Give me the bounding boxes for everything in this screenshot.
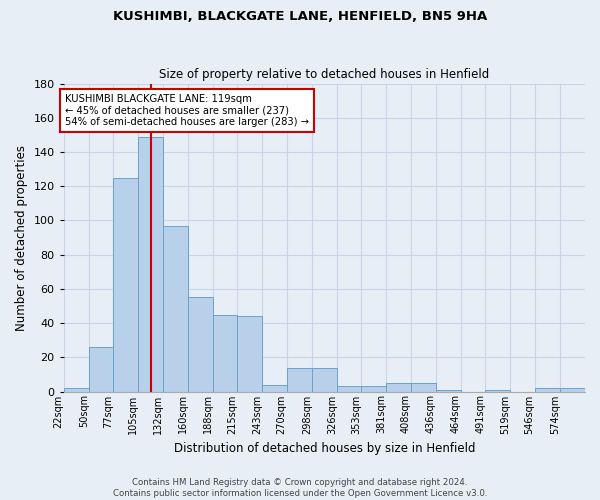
Text: KUSHIMBI, BLACKGATE LANE, HENFIELD, BN5 9HA: KUSHIMBI, BLACKGATE LANE, HENFIELD, BN5 … [113,10,487,23]
Bar [337,386,361,392]
Bar [410,383,436,392]
Bar [139,136,163,392]
Bar [237,316,262,392]
Bar [64,388,89,392]
Bar [188,298,213,392]
Bar [386,383,410,392]
Bar [262,384,287,392]
Text: Contains HM Land Registry data © Crown copyright and database right 2024.
Contai: Contains HM Land Registry data © Crown c… [113,478,487,498]
Bar [312,368,337,392]
Bar [113,178,139,392]
Text: KUSHIMBI BLACKGATE LANE: 119sqm
← 45% of detached houses are smaller (237)
54% o: KUSHIMBI BLACKGATE LANE: 119sqm ← 45% of… [65,94,308,127]
Bar [361,386,386,392]
Bar [89,347,113,392]
Bar [163,226,188,392]
Title: Size of property relative to detached houses in Henfield: Size of property relative to detached ho… [159,68,490,81]
Bar [485,390,511,392]
Bar [535,388,560,392]
Bar [560,388,585,392]
X-axis label: Distribution of detached houses by size in Henfield: Distribution of detached houses by size … [173,442,475,455]
Y-axis label: Number of detached properties: Number of detached properties [15,144,28,330]
Bar [436,390,461,392]
Bar [213,314,237,392]
Bar [287,368,312,392]
